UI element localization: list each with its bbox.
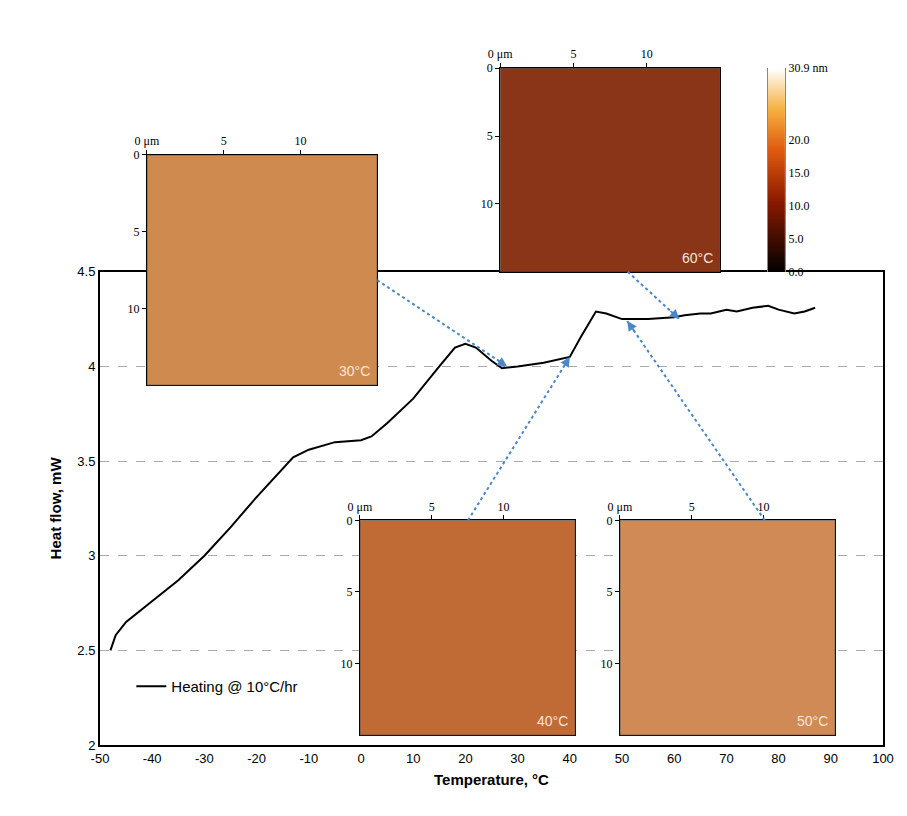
svg-text:10: 10 (601, 657, 613, 671)
svg-text:10: 10 (481, 197, 493, 211)
svg-text:20: 20 (458, 751, 472, 766)
svg-text:0: 0 (487, 61, 493, 75)
svg-text:-20: -20 (247, 751, 266, 766)
svg-text:50: 50 (615, 751, 629, 766)
svg-text:5: 5 (689, 500, 695, 514)
svg-text:4: 4 (88, 359, 95, 374)
svg-text:80: 80 (771, 751, 785, 766)
svg-text:5: 5 (570, 47, 576, 61)
svg-text:Heat flow, mW: Heat flow, mW (47, 457, 64, 560)
svg-text:60°C: 60°C (682, 250, 713, 266)
svg-text:0: 0 (134, 148, 140, 162)
svg-text:5: 5 (347, 585, 353, 599)
svg-text:0 μm: 0 μm (488, 47, 513, 61)
svg-text:10: 10 (406, 751, 420, 766)
svg-text:0.0: 0.0 (789, 265, 804, 279)
svg-text:2.5: 2.5 (77, 643, 95, 658)
svg-text:15.0: 15.0 (789, 166, 810, 180)
svg-text:30.9 nm: 30.9 nm (789, 61, 829, 75)
svg-text:5: 5 (429, 500, 435, 514)
svg-text:70: 70 (719, 751, 733, 766)
svg-text:-30: -30 (195, 751, 214, 766)
svg-text:5: 5 (607, 585, 613, 599)
svg-text:10: 10 (641, 47, 653, 61)
svg-text:3: 3 (88, 548, 95, 563)
svg-text:0 μm: 0 μm (135, 134, 160, 148)
svg-text:-10: -10 (299, 751, 318, 766)
svg-text:0: 0 (607, 514, 613, 528)
svg-text:40: 40 (563, 751, 577, 766)
svg-text:10: 10 (498, 500, 510, 514)
svg-text:5: 5 (134, 225, 140, 239)
svg-text:-40: -40 (143, 751, 162, 766)
svg-text:30: 30 (510, 751, 524, 766)
svg-text:10.0: 10.0 (789, 199, 810, 213)
svg-text:20.0: 20.0 (789, 133, 810, 147)
svg-text:10: 10 (294, 134, 306, 148)
svg-text:50°C: 50°C (797, 713, 828, 729)
svg-text:10: 10 (341, 657, 353, 671)
svg-text:3.5: 3.5 (77, 454, 95, 469)
svg-text:4.5: 4.5 (77, 264, 95, 279)
svg-text:10: 10 (128, 302, 140, 316)
svg-text:0 μm: 0 μm (608, 500, 633, 514)
svg-text:-50: -50 (91, 751, 110, 766)
svg-text:40°C: 40°C (537, 713, 568, 729)
svg-text:Temperature, °C: Temperature, °C (434, 771, 549, 788)
svg-text:100: 100 (872, 751, 894, 766)
svg-text:5: 5 (487, 129, 493, 143)
svg-text:5.0: 5.0 (789, 232, 804, 246)
svg-text:60: 60 (667, 751, 681, 766)
svg-text:90: 90 (824, 751, 838, 766)
svg-text:0: 0 (357, 751, 364, 766)
svg-text:0 μm: 0 μm (348, 500, 373, 514)
svg-text:10: 10 (757, 500, 769, 514)
svg-text:0: 0 (347, 514, 353, 528)
svg-text:2: 2 (88, 738, 95, 753)
svg-text:5: 5 (221, 134, 227, 148)
svg-text:Heating @ 10°C/hr: Heating @ 10°C/hr (171, 678, 297, 695)
svg-text:30°C: 30°C (339, 363, 370, 379)
